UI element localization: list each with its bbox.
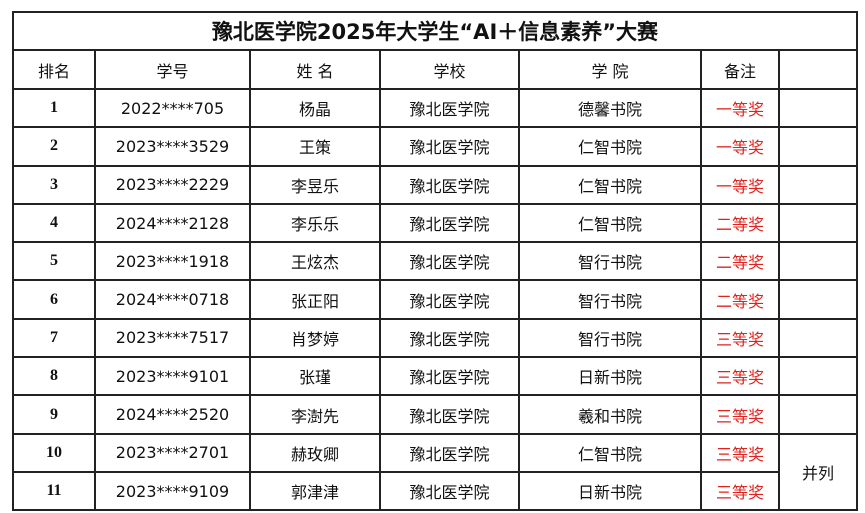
college-cell: 仁智书院 bbox=[518, 126, 702, 167]
name-cell: 王策 bbox=[249, 126, 381, 167]
extra-cell bbox=[777, 241, 859, 282]
student-id-cell: 2023****9109 bbox=[94, 470, 251, 512]
award-cell: 一等奖 bbox=[700, 87, 780, 129]
rank-cell: 7 bbox=[12, 317, 96, 359]
results-table: 豫北医学院2025年大学生“AI＋信息素养”大赛 排名 学号 姓 名 学校 学 … bbox=[11, 11, 859, 512]
school-cell: 豫北医学院 bbox=[379, 432, 520, 473]
table-row: 9 2024****2520 李澍先 豫北医学院 羲和书院 三等奖 bbox=[12, 394, 859, 435]
student-id-cell: 2023****7517 bbox=[94, 317, 251, 359]
name-cell: 李昱乐 bbox=[249, 164, 381, 205]
award-cell: 一等奖 bbox=[700, 164, 780, 205]
college-cell: 智行书院 bbox=[518, 279, 702, 320]
college-cell: 德馨书院 bbox=[518, 87, 702, 129]
school-cell: 豫北医学院 bbox=[379, 126, 520, 167]
rank-cell: 10 bbox=[12, 432, 96, 473]
extra-cell bbox=[777, 164, 859, 205]
table-row: 10 2023****2701 赫玫卿 豫北医学院 仁智书院 三等奖 并列 bbox=[12, 432, 859, 512]
school-cell: 豫北医学院 bbox=[379, 87, 520, 129]
header-rank: 排名 bbox=[12, 49, 96, 90]
student-id-cell: 2024****2128 bbox=[94, 202, 251, 244]
rank-cell: 9 bbox=[12, 394, 96, 435]
extra-cell bbox=[777, 317, 859, 359]
name-cell: 杨晶 bbox=[249, 87, 381, 129]
college-cell: 日新书院 bbox=[518, 470, 702, 512]
header-name: 姓 名 bbox=[249, 49, 381, 90]
school-cell: 豫北医学院 bbox=[379, 394, 520, 435]
table-row: 3 2023****2229 李昱乐 豫北医学院 仁智书院 一等奖 bbox=[12, 164, 859, 205]
school-cell: 豫北医学院 bbox=[379, 241, 520, 282]
college-cell: 日新书院 bbox=[518, 356, 702, 397]
college-cell: 仁智书院 bbox=[518, 164, 702, 205]
rank-cell: 3 bbox=[12, 164, 96, 205]
student-id-cell: 2023****2229 bbox=[94, 164, 251, 205]
table-row: 8 2023****9101 张瑾 豫北医学院 日新书院 三等奖 bbox=[12, 356, 859, 397]
table-row: 1 2022****705 杨晶 豫北医学院 德馨书院 一等奖 bbox=[12, 87, 859, 129]
award-cell: 二等奖 bbox=[700, 241, 780, 282]
college-cell: 智行书院 bbox=[518, 241, 702, 282]
rank-cell: 1 bbox=[12, 87, 96, 129]
award-cell: 三等奖 bbox=[700, 356, 780, 397]
award-cell: 一等奖 bbox=[700, 126, 780, 167]
student-id-cell: 2024****0718 bbox=[94, 279, 251, 320]
table-row: 5 2023****1918 王炫杰 豫北医学院 智行书院 二等奖 bbox=[12, 241, 859, 282]
college-cell: 智行书院 bbox=[518, 317, 702, 359]
extra-cell bbox=[777, 202, 859, 244]
table-row: 11 2023****9109 郭津津 豫北医学院 日新书院 三等奖 bbox=[12, 470, 857, 512]
header-school: 学校 bbox=[379, 49, 520, 90]
extra-cell bbox=[777, 126, 859, 167]
school-cell: 豫北医学院 bbox=[379, 164, 520, 205]
award-cell: 三等奖 bbox=[700, 470, 780, 512]
extra-cell bbox=[777, 279, 859, 320]
name-cell: 李澍先 bbox=[249, 394, 381, 435]
table-row: 6 2024****0718 张正阳 豫北医学院 智行书院 二等奖 bbox=[12, 279, 859, 320]
student-id-cell: 2023****2701 bbox=[94, 432, 251, 473]
extra-cell bbox=[777, 394, 859, 435]
name-cell: 郭津津 bbox=[249, 470, 381, 512]
name-cell: 张瑾 bbox=[249, 356, 381, 397]
extra-cell bbox=[777, 87, 859, 129]
award-cell: 三等奖 bbox=[700, 394, 780, 435]
rank-cell: 2 bbox=[12, 126, 96, 167]
header-extra bbox=[777, 49, 859, 90]
student-id-cell: 2023****9101 bbox=[94, 356, 251, 397]
college-cell: 仁智书院 bbox=[518, 202, 702, 244]
header-college: 学 院 bbox=[518, 49, 702, 90]
name-cell: 李乐乐 bbox=[249, 202, 381, 244]
tie-note-cell: 并列 bbox=[777, 432, 859, 512]
award-cell: 二等奖 bbox=[700, 279, 780, 320]
name-cell: 王炫杰 bbox=[249, 241, 381, 282]
award-cell: 三等奖 bbox=[700, 432, 780, 473]
table-row: 7 2023****7517 肖梦婷 豫北医学院 智行书院 三等奖 bbox=[12, 317, 859, 359]
rank-cell: 11 bbox=[12, 470, 96, 512]
table-title: 豫北医学院2025年大学生“AI＋信息素养”大赛 bbox=[11, 11, 859, 51]
table-row: 4 2024****2128 李乐乐 豫北医学院 仁智书院 二等奖 bbox=[12, 202, 859, 244]
award-cell: 三等奖 bbox=[700, 317, 780, 359]
student-id-cell: 2022****705 bbox=[94, 87, 251, 129]
college-cell: 仁智书院 bbox=[518, 432, 702, 473]
header-row: 排名 学号 姓 名 学校 学 院 备注 bbox=[12, 49, 859, 90]
extra-cell bbox=[777, 356, 859, 397]
rank-cell: 5 bbox=[12, 241, 96, 282]
rank-cell: 4 bbox=[12, 202, 96, 244]
header-note: 备注 bbox=[700, 49, 780, 90]
college-cell: 羲和书院 bbox=[518, 394, 702, 435]
rank-cell: 8 bbox=[12, 356, 96, 397]
rank-cell: 6 bbox=[12, 279, 96, 320]
school-cell: 豫北医学院 bbox=[379, 279, 520, 320]
table-row: 2 2023****3529 王策 豫北医学院 仁智书院 一等奖 bbox=[12, 126, 859, 167]
name-cell: 赫玫卿 bbox=[249, 432, 381, 473]
student-id-cell: 2023****1918 bbox=[94, 241, 251, 282]
school-cell: 豫北医学院 bbox=[379, 470, 520, 512]
school-cell: 豫北医学院 bbox=[379, 356, 520, 397]
award-cell: 二等奖 bbox=[700, 202, 780, 244]
name-cell: 肖梦婷 bbox=[249, 317, 381, 359]
name-cell: 张正阳 bbox=[249, 279, 381, 320]
school-cell: 豫北医学院 bbox=[379, 317, 520, 359]
student-id-cell: 2023****3529 bbox=[94, 126, 251, 167]
header-student-id: 学号 bbox=[94, 49, 251, 90]
student-id-cell: 2024****2520 bbox=[94, 394, 251, 435]
school-cell: 豫北医学院 bbox=[379, 202, 520, 244]
